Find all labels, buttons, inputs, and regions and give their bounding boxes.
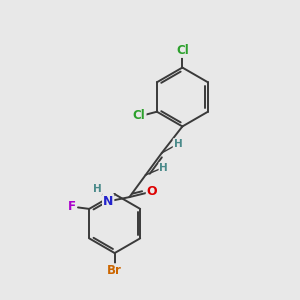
Text: Br: Br <box>107 264 122 277</box>
Text: Cl: Cl <box>176 44 189 57</box>
Text: H: H <box>174 139 182 149</box>
Text: H: H <box>160 163 168 173</box>
Text: H: H <box>93 184 101 194</box>
Text: O: O <box>147 185 158 198</box>
Text: Cl: Cl <box>133 109 146 122</box>
Text: N: N <box>103 195 113 208</box>
Text: F: F <box>68 200 76 213</box>
